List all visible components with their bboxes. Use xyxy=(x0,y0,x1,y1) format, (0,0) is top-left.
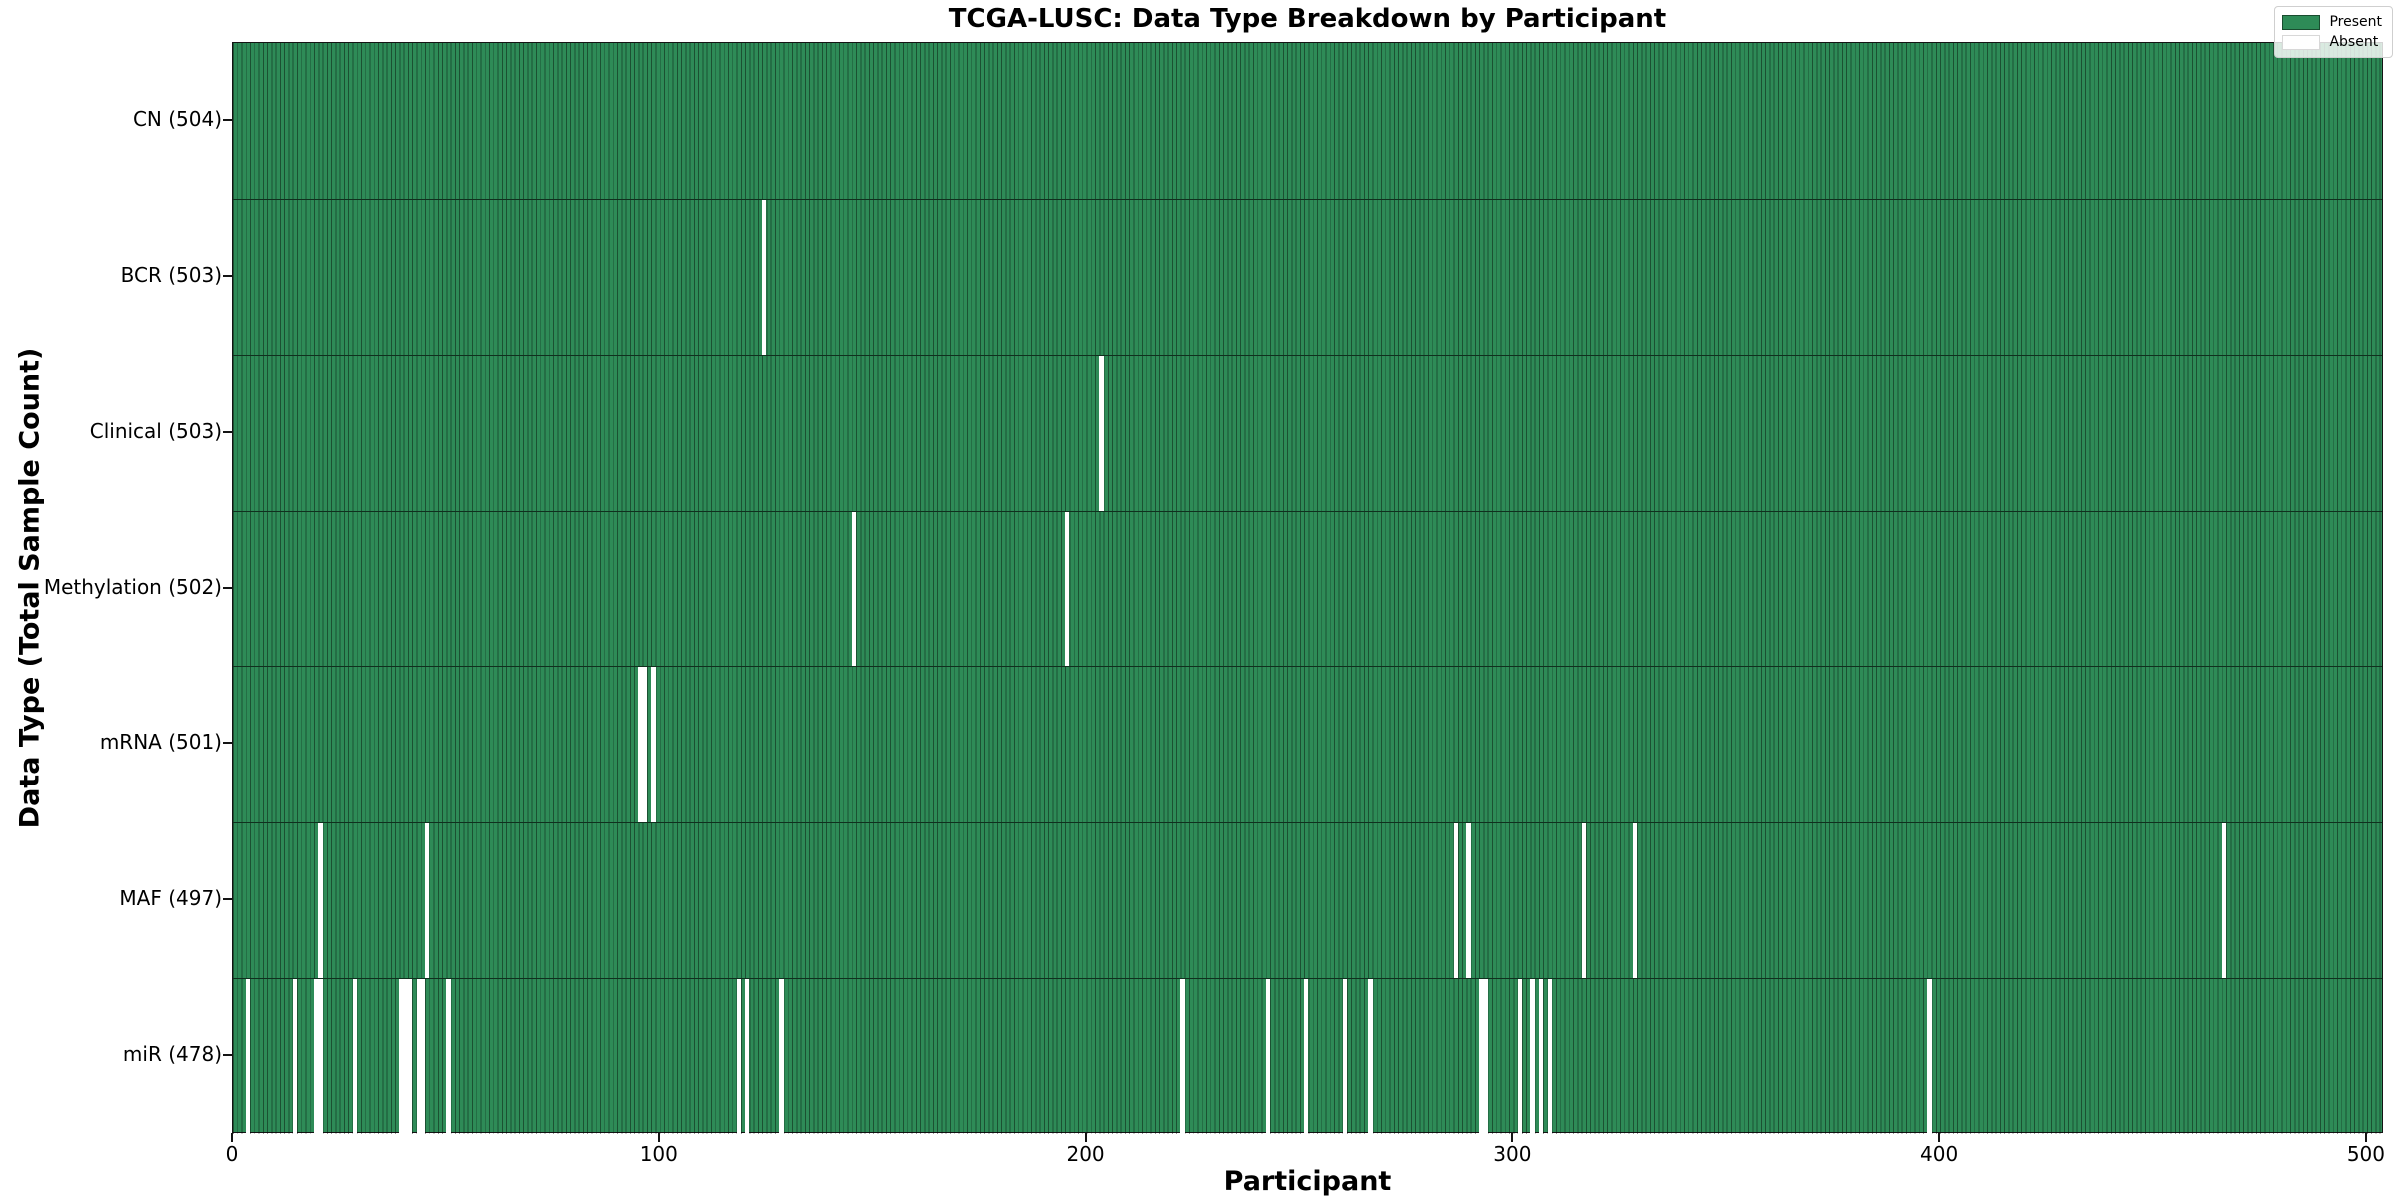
cell-edge-stripes xyxy=(233,199,2382,355)
absent-cell xyxy=(1632,823,1638,979)
absent-cell xyxy=(292,979,298,1134)
x-axis-label: Participant xyxy=(1223,1166,1392,1197)
absent-cell xyxy=(1466,823,1471,979)
absent-cell xyxy=(314,979,319,1134)
absent-cell xyxy=(245,979,251,1134)
y-tick-label: mRNA (501) xyxy=(99,730,222,755)
legend-entry-present: Present xyxy=(2282,12,2382,32)
x-tick-mark xyxy=(231,1133,233,1142)
cell-edge-stripes xyxy=(233,43,2382,199)
absent-cell xyxy=(1547,979,1552,1134)
heatmap-row-Methylation xyxy=(233,510,2382,667)
x-tick-label: 500 xyxy=(2346,1142,2386,1166)
x-tick-mark xyxy=(657,1133,660,1142)
y-tick-label: Methylation (502) xyxy=(43,574,222,599)
y-tick-label: miR (478) xyxy=(122,1042,222,1067)
absent-cell xyxy=(851,511,857,667)
absent-cell xyxy=(1538,979,1544,1134)
absent-cell xyxy=(651,667,656,823)
absent-cell xyxy=(1453,823,1458,979)
cell-edge-stripes xyxy=(233,823,2382,979)
x-tick-mark xyxy=(2364,1133,2367,1142)
heatmap-row-MAF xyxy=(233,822,2382,979)
x-tick-label: 200 xyxy=(1066,1142,1105,1166)
heatmap-row-CN xyxy=(233,43,2382,199)
absent-cell xyxy=(736,979,741,1134)
x-tick-mark xyxy=(1938,1133,1941,1142)
absent-cell xyxy=(399,979,404,1134)
cell-edge-stripes xyxy=(233,355,2382,511)
absent-cell xyxy=(1099,355,1104,511)
y-tick-mark xyxy=(223,274,232,277)
absent-cell xyxy=(779,979,784,1134)
y-tick-label: CN (504) xyxy=(132,106,222,131)
heatmap-row-BCR xyxy=(233,198,2382,355)
y-tick-label: Clinical (503) xyxy=(89,418,222,443)
absent-cell xyxy=(352,979,357,1134)
y-tick-mark xyxy=(223,430,232,433)
absent-cell xyxy=(1265,979,1271,1134)
x-tick-mark xyxy=(1084,1133,1087,1142)
x-tick-label: 100 xyxy=(639,1142,678,1166)
plot-area xyxy=(232,42,2383,1134)
absent-cell xyxy=(1581,823,1586,979)
legend-label-present: Present xyxy=(2329,14,2382,30)
absent-cell xyxy=(642,667,647,823)
legend-label-absent: Absent xyxy=(2329,34,2379,50)
heatmap-row-Clinical xyxy=(233,354,2382,511)
y-tick-mark xyxy=(223,898,232,901)
absent-cell xyxy=(1304,979,1309,1134)
chart-title: TCGA-LUSC: Data Type Breakdown by Partic… xyxy=(948,4,1667,34)
y-tick-label: BCR (503) xyxy=(120,262,222,287)
y-tick-mark xyxy=(223,742,232,745)
absent-swatch-icon xyxy=(2282,34,2321,50)
legend-entry-absent: Absent xyxy=(2282,32,2382,52)
absent-cell xyxy=(1927,979,1932,1134)
y-tick-mark xyxy=(223,118,232,121)
absent-cell xyxy=(1517,979,1522,1134)
absent-cell xyxy=(425,823,430,979)
absent-cell xyxy=(416,979,421,1134)
x-tick-label: 0 xyxy=(225,1142,239,1166)
heatmap-row-mRNA xyxy=(233,666,2382,823)
absent-cell xyxy=(403,979,408,1134)
absent-cell xyxy=(1180,979,1185,1134)
cell-edge-stripes xyxy=(233,511,2382,667)
absent-cell xyxy=(745,979,750,1134)
absent-cell xyxy=(762,199,767,355)
x-tick-label: 400 xyxy=(1920,1142,1959,1166)
absent-cell xyxy=(318,979,323,1134)
absent-cell xyxy=(318,823,323,979)
legend: Present Absent xyxy=(2274,6,2393,58)
absent-cell xyxy=(420,979,426,1134)
absent-cell xyxy=(1065,511,1070,667)
y-tick-mark xyxy=(223,586,232,589)
absent-cell xyxy=(2221,823,2227,979)
absent-cell xyxy=(1342,979,1347,1134)
absent-cell xyxy=(407,979,413,1134)
absent-cell xyxy=(1479,979,1484,1134)
present-swatch-icon xyxy=(2282,14,2321,30)
absent-cell xyxy=(1483,979,1488,1134)
y-tick-label: MAF (497) xyxy=(119,886,222,911)
absent-cell xyxy=(638,667,643,823)
x-tick-mark xyxy=(1511,1133,1514,1142)
y-tick-mark xyxy=(223,1054,232,1057)
absent-cell xyxy=(1530,979,1535,1134)
heatmap-row-miR xyxy=(233,978,2382,1134)
cell-edge-stripes xyxy=(233,667,2382,823)
absent-cell xyxy=(1368,979,1373,1134)
absent-cell xyxy=(446,979,451,1134)
x-tick-label: 300 xyxy=(1493,1142,1532,1166)
